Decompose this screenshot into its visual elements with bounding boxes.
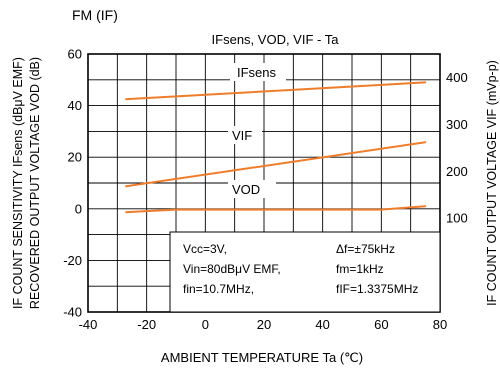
ticks: -40 -20 0 20 40 60 80 -40 -20 0 20 40 60 100 200 300 400 bbox=[63, 47, 468, 333]
y-tick-label: 20 bbox=[68, 150, 82, 165]
y-tick-label: 40 bbox=[68, 98, 82, 113]
chart-title: IFsens, VOD, VIF - Ta bbox=[212, 32, 340, 47]
vif-label: VIF bbox=[232, 128, 252, 143]
condition-fin: fin=10.7MHz, bbox=[183, 282, 254, 296]
y-tick-label: 0 bbox=[75, 201, 82, 216]
vod-label: VOD bbox=[232, 182, 260, 197]
condition-fm: fm=1kHz bbox=[336, 262, 384, 276]
conditions-box bbox=[169, 231, 441, 313]
condition-vin: Vin=80dBμV EMF, bbox=[183, 262, 281, 276]
series-line-ifsens bbox=[125, 81, 427, 101]
x-tick-label: -40 bbox=[79, 317, 98, 332]
ifsens-label-box bbox=[230, 63, 286, 81]
ifsens-label: IFsens bbox=[237, 65, 277, 80]
condition-deviation: Δf=±75kHz bbox=[336, 242, 395, 256]
y-axis-label-left-1: IF COUNT SENSITIVITY IFsens (dBμV EMF) bbox=[11, 57, 25, 309]
x-axis-label: AMBIENT TEMPERATURE Ta (℃) bbox=[161, 350, 363, 365]
y-right-tick-label: 400 bbox=[446, 70, 468, 85]
vod-label-box bbox=[228, 180, 276, 198]
x-tick-label: 80 bbox=[433, 317, 447, 332]
y-tick-label: -40 bbox=[63, 305, 82, 320]
series-line-vif bbox=[125, 141, 427, 188]
x-tick-label: -20 bbox=[137, 317, 156, 332]
conditions-text: Vcc=3V, Δf=±75kHz Vin=80dBμV EMF, fm=1kH… bbox=[183, 242, 418, 296]
x-tick-label: 20 bbox=[257, 317, 271, 332]
y-right-tick-label: 300 bbox=[446, 117, 468, 132]
chart-header: FM (IF) bbox=[72, 7, 118, 23]
x-tick-label: 60 bbox=[374, 317, 388, 332]
x-tick-label: 0 bbox=[202, 317, 209, 332]
series-lines bbox=[125, 81, 427, 214]
y-right-tick-label: 100 bbox=[446, 211, 468, 226]
y-axis-label-right: IF COUNT OUTPUT VOLTAGE VIF (mVp-p) bbox=[485, 60, 499, 306]
x-tick-label: 40 bbox=[315, 317, 329, 332]
y-tick-label: 60 bbox=[68, 47, 82, 62]
y-right-tick-label: 200 bbox=[446, 164, 468, 179]
condition-fif: fIF=1.3375MHz bbox=[336, 282, 418, 296]
series-line-vod bbox=[125, 205, 427, 214]
vif-label-box bbox=[228, 126, 262, 144]
y-tick-label: -20 bbox=[63, 253, 82, 268]
condition-vcc: Vcc=3V, bbox=[183, 242, 227, 256]
y-axis-label-left-2: RECOVERED OUTPUT VOLTAGE VOD (dB) bbox=[28, 57, 42, 309]
